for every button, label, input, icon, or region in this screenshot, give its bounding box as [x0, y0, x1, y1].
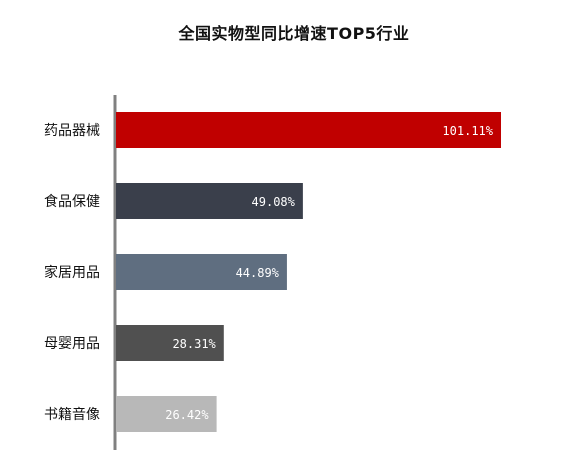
category-label-3: 家居用品 — [44, 264, 100, 281]
category-label-4: 母婴用品 — [44, 336, 100, 352]
category-label-1: 药品器械 — [44, 123, 100, 139]
value-label-3: 44.89% — [236, 266, 280, 280]
bar-2 — [116, 183, 303, 219]
category-label-5: 书籍音像 — [44, 406, 100, 423]
category-label-2: 食品保健 — [44, 193, 100, 210]
bar-1 — [116, 112, 501, 148]
value-label-4: 28.31% — [172, 337, 216, 351]
value-label-1: 101.11% — [442, 124, 493, 138]
value-label-5: 26.42% — [165, 408, 209, 422]
bar-4 — [116, 325, 224, 361]
chart-title: 全国实物型同比增速TOP5行业 — [178, 24, 410, 43]
bar-5 — [116, 396, 217, 432]
bar-3 — [116, 254, 287, 290]
value-label-2: 49.08% — [252, 195, 296, 209]
